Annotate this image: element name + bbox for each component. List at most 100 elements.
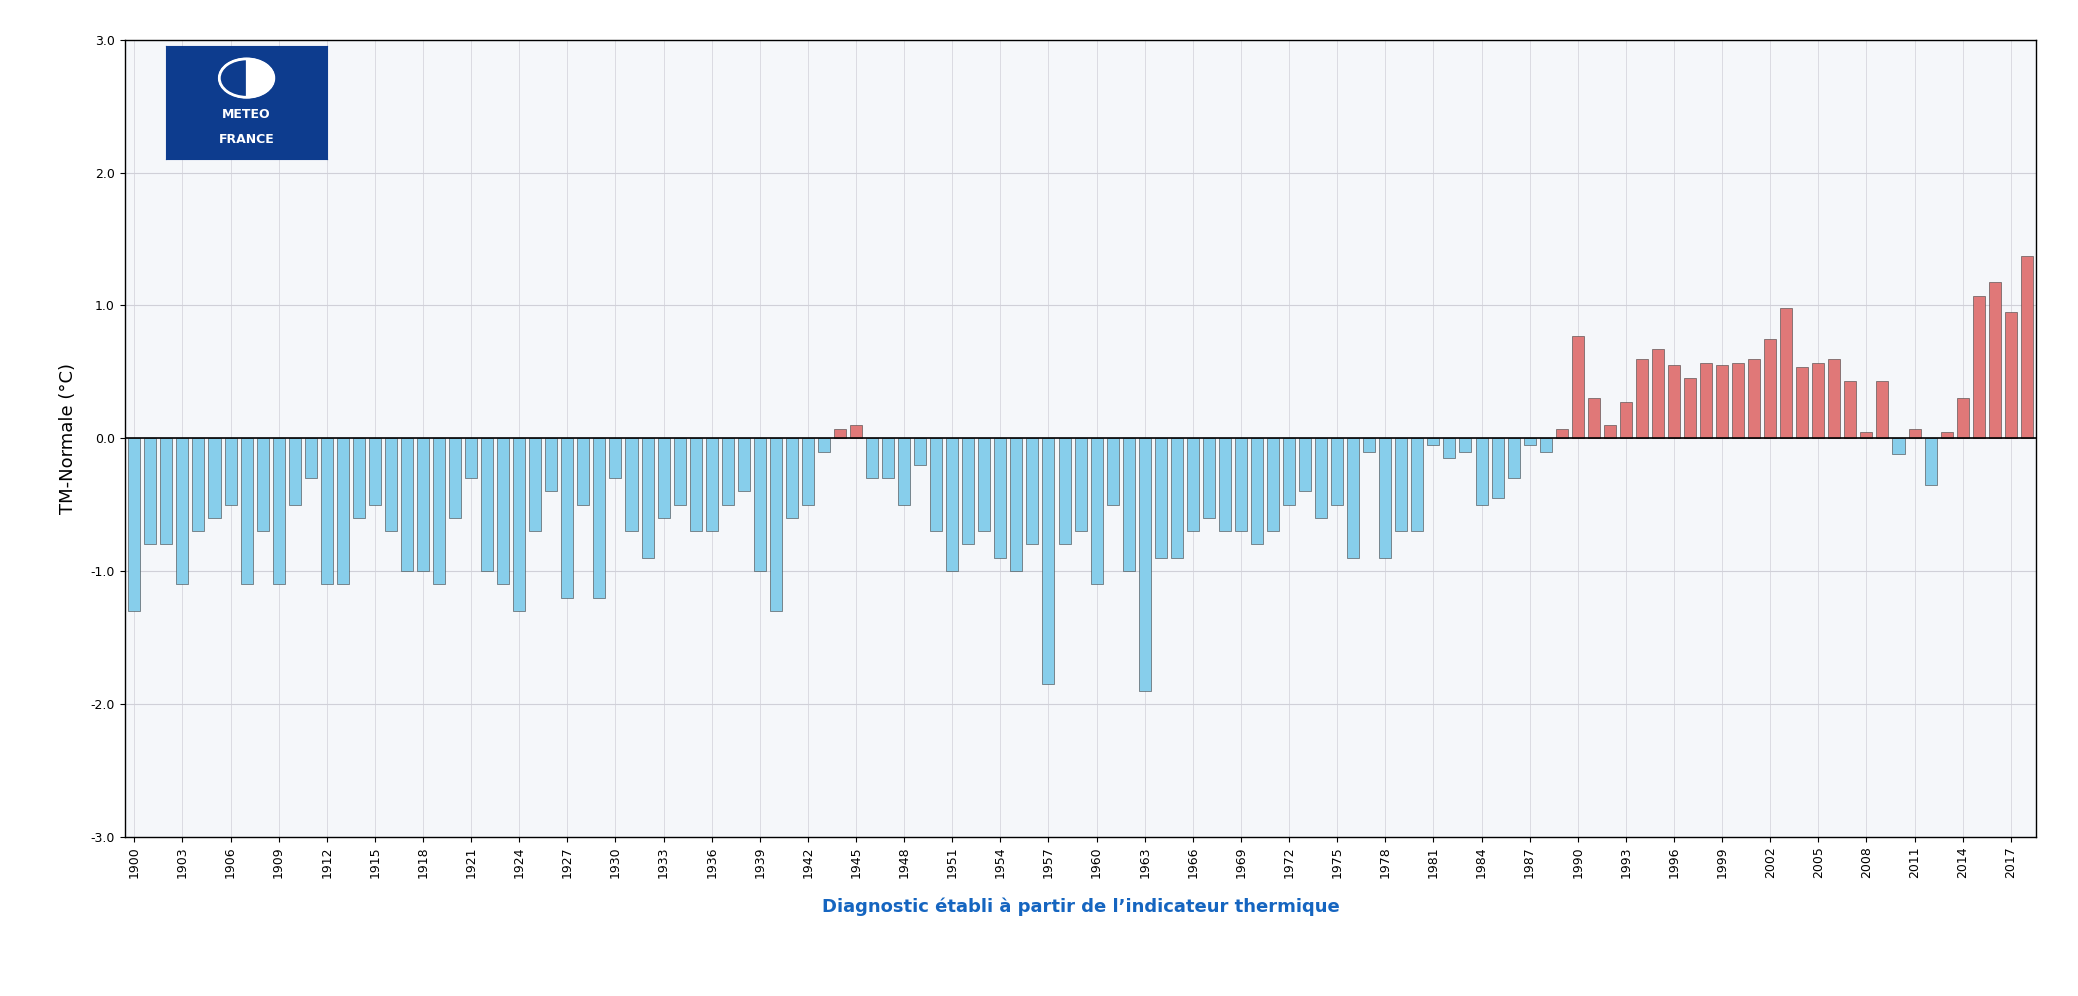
Bar (657, 438, 669, 518)
Bar (561, 438, 574, 598)
Bar (1908, 429, 1920, 438)
Bar (1091, 438, 1103, 585)
Bar (1652, 350, 1664, 438)
Bar (384, 438, 397, 531)
Bar (1523, 438, 1536, 445)
Bar (1155, 438, 1166, 558)
Bar (962, 438, 975, 545)
Bar (1282, 438, 1295, 505)
Bar (1683, 378, 1696, 438)
Bar (1428, 438, 1440, 445)
Bar (1363, 438, 1376, 451)
Bar (850, 425, 862, 438)
Bar (1571, 336, 1583, 438)
Bar (1027, 438, 1039, 545)
Bar (1781, 308, 1791, 438)
Bar (1941, 431, 1953, 438)
Bar (208, 438, 220, 518)
Bar (1764, 339, 1777, 438)
Bar (193, 438, 204, 531)
Bar (530, 438, 540, 531)
Bar (143, 438, 156, 545)
Bar (1588, 398, 1600, 438)
Bar (1893, 438, 1906, 454)
Bar (914, 438, 927, 465)
Bar (721, 438, 734, 505)
Bar (544, 438, 557, 491)
Bar (1972, 296, 1984, 438)
Bar (2020, 256, 2032, 438)
Bar (177, 438, 189, 585)
Bar (898, 438, 910, 505)
Bar (945, 438, 958, 571)
Bar (1108, 438, 1118, 505)
Bar (1876, 381, 1889, 438)
Bar (1122, 438, 1135, 571)
Bar (1475, 438, 1488, 505)
Bar (465, 438, 478, 478)
Bar (289, 438, 301, 505)
Bar (1556, 429, 1567, 438)
Bar (1058, 438, 1070, 545)
Bar (995, 438, 1006, 558)
Bar (1187, 438, 1199, 531)
Bar (1170, 438, 1182, 558)
Bar (642, 438, 655, 558)
Bar (1203, 438, 1216, 518)
Bar (160, 438, 172, 545)
Bar (578, 438, 590, 505)
Bar (1733, 363, 1743, 438)
Bar (1957, 398, 1968, 438)
Bar (1139, 438, 1151, 690)
Bar (754, 438, 767, 571)
Bar (1299, 438, 1311, 491)
Bar (1315, 438, 1328, 518)
Bar (337, 438, 349, 585)
Bar (931, 438, 941, 531)
Bar (1332, 438, 1342, 505)
Bar (272, 438, 285, 585)
Y-axis label: TM-Normale (°C): TM-Normale (°C) (58, 363, 77, 514)
Bar (241, 438, 254, 585)
Bar (1268, 438, 1280, 531)
Bar (1700, 363, 1712, 438)
Bar (418, 438, 428, 571)
Bar (1604, 425, 1617, 438)
Bar (1540, 438, 1552, 451)
Bar (1411, 438, 1423, 531)
Bar (609, 438, 621, 478)
Bar (625, 438, 638, 531)
Bar (769, 438, 781, 611)
Bar (1074, 438, 1087, 531)
Bar (224, 438, 237, 505)
Bar (1795, 367, 1808, 438)
Bar (819, 438, 829, 451)
Bar (738, 438, 750, 491)
Bar (1380, 438, 1392, 558)
Bar (1829, 359, 1841, 438)
Bar (1347, 438, 1359, 558)
Bar (1621, 402, 1631, 438)
Bar (1043, 438, 1054, 684)
Bar (979, 438, 991, 531)
Bar (401, 438, 414, 571)
Bar (482, 438, 492, 571)
Bar (129, 438, 141, 611)
Bar (707, 438, 717, 531)
Bar (353, 438, 366, 518)
Bar (1812, 363, 1824, 438)
Bar (1220, 438, 1230, 531)
Bar (449, 438, 461, 518)
Bar (370, 438, 380, 505)
Bar (1716, 366, 1729, 438)
Bar (1924, 438, 1937, 485)
Bar (785, 438, 798, 518)
Bar (690, 438, 702, 531)
Bar (320, 438, 332, 585)
Bar (1234, 438, 1247, 531)
Bar (802, 438, 815, 505)
Bar (833, 429, 846, 438)
Bar (1492, 438, 1504, 498)
Bar (2005, 312, 2018, 438)
X-axis label: Diagnostic établi à partir de l’indicateur thermique: Diagnostic établi à partir de l’indicate… (821, 897, 1340, 916)
